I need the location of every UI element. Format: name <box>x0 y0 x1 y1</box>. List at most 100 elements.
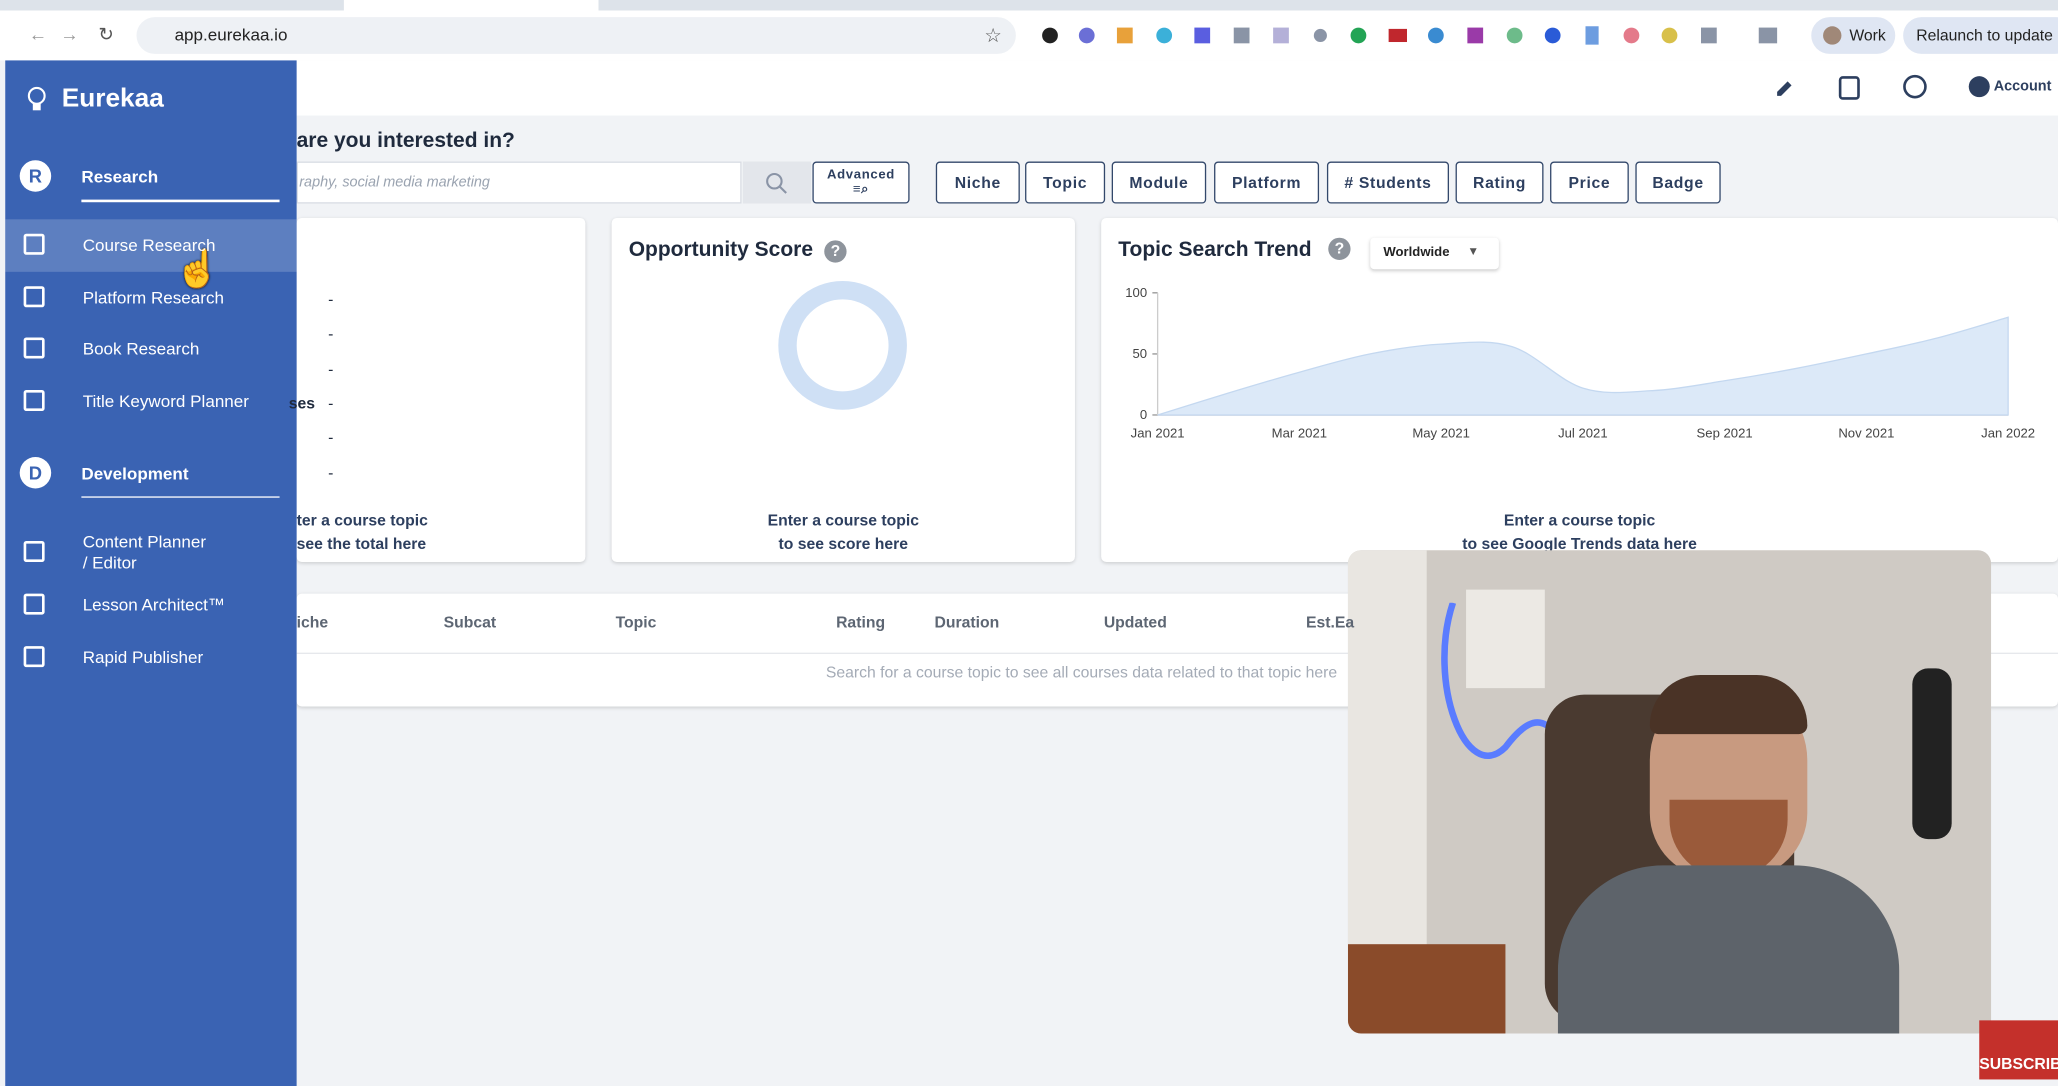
menu-item[interactable]: Book Research <box>82 339 200 360</box>
summary-value: - <box>328 393 334 413</box>
section-underline <box>81 496 280 499</box>
summary-value: - <box>328 290 334 309</box>
help-badge[interactable]: ? <box>824 240 847 263</box>
score-card <box>611 217 1075 563</box>
filter-button[interactable]: Platform <box>1214 161 1320 204</box>
summary-footer: ter a course topic <box>296 510 428 530</box>
brand[interactable]: Eurekaa <box>61 84 164 113</box>
url[interactable]: app.eurekaa.io <box>174 24 288 45</box>
header-icons <box>1777 74 1927 100</box>
trend-title: Topic Search Trend <box>1118 239 1312 262</box>
notes-icon[interactable] <box>1838 76 1860 100</box>
search-placeholder: raphy, social media marketing <box>299 174 490 191</box>
filter-button[interactable]: Rating <box>1455 161 1544 204</box>
menu-item[interactable]: Platform Research <box>82 287 224 307</box>
filter-button[interactable]: Niche <box>935 161 1020 204</box>
account[interactable]: Account <box>1993 78 2052 95</box>
x-tick-label: May 2021 <box>1412 425 1470 440</box>
section-badge: D <box>19 456 52 489</box>
active-tab[interactable] <box>343 0 599 11</box>
menu-icon <box>23 645 45 667</box>
advanced-button[interactable]: Advanced ≡⌕ <box>812 161 910 204</box>
subscribe-badge[interactable] <box>1979 1020 2058 1080</box>
address-bar[interactable] <box>136 17 1016 54</box>
toolbar-icons: ← → ↻ ☆ <box>29 24 1778 47</box>
table-header-cell: Topic <box>615 613 657 632</box>
edit-icon[interactable] <box>1777 81 1792 96</box>
menu-icon <box>23 233 45 255</box>
menu-item[interactable]: Course Research <box>82 235 216 255</box>
section-badge: R <box>19 160 52 192</box>
extensions[interactable] <box>1042 26 1778 45</box>
y-tick-label: 0 <box>1140 407 1147 422</box>
help-icon[interactable] <box>1903 74 1927 99</box>
microphone <box>1912 668 1952 840</box>
webcam-overlay <box>1347 550 1992 1034</box>
table-header-cell: Duration <box>934 613 1000 632</box>
x-tick-label: Nov 2021 <box>1838 425 1894 440</box>
brand-logo <box>27 86 46 111</box>
summary-value: - <box>328 462 334 482</box>
table-header-cell: Updated <box>1103 613 1167 632</box>
summary-label: ses <box>288 393 315 413</box>
menu-icon <box>23 593 45 615</box>
search-icon <box>766 172 787 194</box>
table-header-cell: iche <box>296 613 329 632</box>
question: are you interested in? <box>296 130 515 153</box>
profile-name[interactable]: Work <box>1849 26 1886 45</box>
section-title[interactable]: Development <box>81 463 189 483</box>
trend-area <box>1157 316 2009 416</box>
tab-strip <box>0 0 2058 11</box>
summary-footer: see the total here <box>296 534 427 553</box>
region-dropdown[interactable] <box>1370 237 1499 270</box>
active-item <box>5 219 297 272</box>
menu-icon <box>23 390 45 412</box>
poster <box>1466 589 1545 689</box>
score-footer: Enter a course topic <box>767 510 919 530</box>
filter-button[interactable]: Topic <box>1025 161 1106 204</box>
bookmark[interactable]: ☆ <box>984 25 1002 47</box>
menu-item[interactable]: Content Planner <box>82 531 207 552</box>
y-tick-label: 50 <box>1133 346 1148 361</box>
table-empty: Search for a course topic to see all cou… <box>825 663 1338 682</box>
trend-footer: to see Google Trends data here <box>1462 534 1697 553</box>
relaunch-chip[interactable] <box>1903 17 2058 54</box>
search-input[interactable] <box>296 161 742 204</box>
cursor: ☝ <box>174 248 221 289</box>
relaunch[interactable]: Relaunch to update <box>1916 26 2053 45</box>
menu-icon <box>23 540 45 562</box>
region[interactable]: Worldwide <box>1383 245 1450 261</box>
search-button[interactable] <box>742 161 812 204</box>
account-icon[interactable] <box>1968 76 1990 98</box>
back[interactable]: ← <box>29 24 47 45</box>
forward[interactable]: → <box>60 24 78 45</box>
x-tick-label: Jan 2022 <box>1981 425 2035 440</box>
table-header-cell: Rating <box>836 613 886 632</box>
x-tick-label: Jan 2021 <box>1131 425 1185 440</box>
filter-button[interactable]: Price <box>1550 161 1629 204</box>
reload[interactable]: ↻ <box>98 24 113 45</box>
advanced-label[interactable]: Advanced <box>826 168 895 183</box>
subscribe[interactable]: SUBSCRIBE <box>1979 1054 2058 1073</box>
menu-item[interactable]: / Editor <box>82 552 137 573</box>
filter-button[interactable]: Badge <box>1635 161 1721 204</box>
menu-item[interactable]: Rapid Publisher <box>82 646 204 667</box>
section-title[interactable]: Research <box>81 166 159 187</box>
x-tick-label: Jul 2021 <box>1558 425 1608 440</box>
score-footer: to see score here <box>778 534 909 553</box>
menu-item[interactable]: Title Keyword Planner <box>82 391 249 412</box>
hair <box>1649 674 1808 735</box>
sidebar <box>5 60 297 1086</box>
filter-button[interactable]: # Students <box>1326 161 1449 204</box>
profile-avatar <box>1823 26 1842 45</box>
help-badge[interactable]: ? <box>1328 237 1351 261</box>
table-header-cell: Est.Ea <box>1305 613 1355 632</box>
filter-button[interactable]: Module <box>1111 161 1207 204</box>
table-divider <box>296 652 2058 654</box>
menu-item[interactable]: Lesson Architect™ <box>82 594 225 615</box>
summary-value: - <box>328 324 334 344</box>
app-header <box>296 60 2058 116</box>
summary-value: - <box>328 428 334 447</box>
